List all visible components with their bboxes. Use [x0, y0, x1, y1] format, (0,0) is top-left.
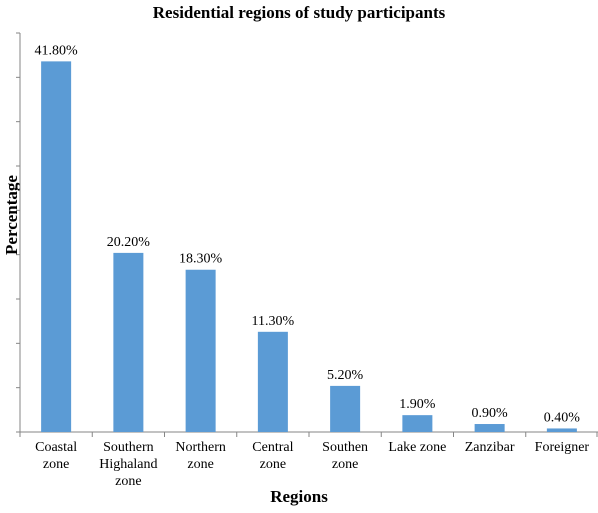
x-tick-label: Northern zone — [175, 440, 226, 472]
data-label: 1.90% — [399, 397, 436, 412]
bar — [402, 415, 433, 432]
x-tick-label: Foreigner — [535, 440, 590, 455]
x-tick-label: Zanzibar — [465, 440, 515, 455]
x-tick-label: Central zone — [252, 440, 293, 472]
data-label: 0.40% — [544, 410, 581, 425]
bar — [257, 331, 288, 432]
data-label: 20.20% — [107, 235, 151, 250]
data-label: 11.30% — [252, 314, 295, 329]
x-axis-label: Regions — [270, 487, 328, 506]
chart-title: Residential regions of study participant… — [152, 3, 446, 22]
x-tick-label: Southen zone — [322, 440, 368, 472]
x-tick-label: Lake zone — [388, 440, 446, 455]
x-tick-label: Coastal zone — [35, 440, 77, 472]
data-label: 41.80% — [35, 43, 79, 58]
data-label: 5.20% — [327, 368, 364, 383]
bar — [113, 252, 144, 432]
bar — [474, 424, 505, 432]
bar — [330, 385, 361, 432]
bar — [546, 428, 577, 432]
data-label: 18.30% — [179, 252, 223, 267]
data-label: 0.90% — [472, 406, 509, 421]
bar — [185, 269, 216, 432]
x-tick-label: Southern Highaland zone — [99, 440, 157, 489]
bar — [41, 61, 72, 433]
